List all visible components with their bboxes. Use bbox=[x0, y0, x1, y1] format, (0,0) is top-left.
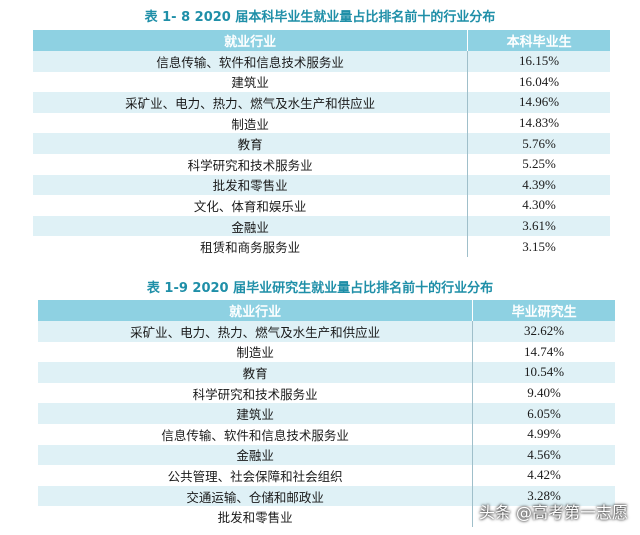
industry-cell: 制造业 bbox=[33, 112, 469, 134]
share-cell: 14.74% bbox=[472, 341, 615, 363]
industry-cell: 信息传输、软件和信息技术服务业 bbox=[38, 423, 474, 445]
share-cell: 5.25% bbox=[467, 153, 610, 175]
share-cell: 4.30% bbox=[467, 195, 610, 216]
industry-cell: 教育 bbox=[38, 362, 474, 383]
industry-cell: 租赁和商务服务业 bbox=[33, 236, 469, 257]
industry-cell: 批发和零售业 bbox=[33, 174, 469, 196]
industry-cell: 交通运输、仓储和邮政业 bbox=[38, 485, 474, 507]
header-undergrad: 本科毕业生 bbox=[467, 30, 610, 51]
table-row: 公共管理、社会保障和社会组织 4.42% bbox=[38, 465, 615, 486]
industry-cell: 采矿业、电力、热力、燃气及水生产和供应业 bbox=[38, 321, 474, 342]
table-row: 教育 10.54% bbox=[38, 362, 615, 383]
share-cell: 16.04% bbox=[467, 71, 610, 93]
table-row: 交通运输、仓储和邮政业 3.28% bbox=[38, 485, 615, 507]
share-cell: 16.15% bbox=[467, 51, 610, 72]
share-cell bbox=[472, 506, 615, 527]
header-graduate: 毕业研究生 bbox=[472, 300, 615, 321]
table-row: 批发和零售业 4.39% bbox=[33, 174, 610, 196]
share-cell: 3.28% bbox=[472, 485, 615, 507]
table-row: 文化、体育和娱乐业 4.30% bbox=[33, 195, 610, 216]
share-cell: 4.99% bbox=[472, 423, 615, 445]
table-header-row: 就业行业 毕业研究生 bbox=[38, 300, 615, 321]
industry-cell: 建筑业 bbox=[33, 71, 469, 93]
table2-caption: 表 1-9 2020 届毕业研究生就业量占比排名前十的行业分布 bbox=[146, 281, 494, 296]
share-cell: 32.62% bbox=[472, 321, 615, 342]
table-row: 信息传输、软件和信息技术服务业 4.99% bbox=[38, 423, 615, 445]
share-cell: 5.76% bbox=[467, 133, 610, 154]
share-cell: 6.05% bbox=[472, 403, 615, 424]
share-cell: 4.56% bbox=[472, 444, 615, 466]
table2-body: 采矿业、电力、热力、燃气及水生产和供应业 32.62% 制造业 14.74% 教育 10.… bbox=[38, 321, 615, 527]
table-row: 信息传输、软件和信息技术服务业 16.15% bbox=[33, 51, 610, 72]
header-industry: 就业行业 bbox=[38, 300, 474, 321]
share-cell: 4.42% bbox=[472, 465, 615, 486]
industry-cell: 金融业 bbox=[38, 444, 474, 466]
industry-cell: 信息传输、软件和信息技术服务业 bbox=[33, 51, 469, 72]
table-header-row: 就业行业 本科毕业生 bbox=[33, 30, 610, 51]
share-cell: 3.61% bbox=[467, 215, 610, 237]
industry-cell: 采矿业、电力、热力、燃气及水生产和供应业 bbox=[33, 92, 469, 113]
share-cell: 3.15% bbox=[467, 236, 610, 257]
watermark-label: 头条 @高考第一志愿 bbox=[478, 503, 628, 522]
table-row: 教育 5.76% bbox=[33, 133, 610, 154]
table-row: 采矿业、电力、热力、燃气及水生产和供应业 32.62% bbox=[38, 321, 615, 342]
table-row: 科学研究和技术服务业 9.40% bbox=[38, 382, 615, 404]
table-row: 建筑业 16.04% bbox=[33, 71, 610, 93]
table1-caption: 表 1- 8 2020 届本科毕业生就业量占比排名前十的行业分布 bbox=[144, 10, 496, 25]
table-row: 金融业 4.56% bbox=[38, 444, 615, 466]
industry-cell: 金融业 bbox=[33, 215, 469, 237]
table1-body: 信息传输、软件和信息技术服务业 16.15% 建筑业 16.04% 采矿业、电力、热力、… bbox=[33, 51, 610, 257]
industry-cell: 建筑业 bbox=[38, 403, 474, 424]
table-row: 金融业 3.61% bbox=[33, 215, 610, 237]
table-row: 制造业 14.83% bbox=[33, 112, 610, 134]
share-cell: 9.40% bbox=[472, 382, 615, 404]
share-cell: 10.54% bbox=[472, 362, 615, 383]
graduate-industry-table: 就业行业 毕业研究生 采矿业、电力、热力、燃气及水生产和供应业 32.62% 制造业… bbox=[38, 300, 615, 527]
undergrad-industry-table: 就业行业 本科毕业生 信息传输、软件和信息技术服务业 16.15% 建筑业 16.04… bbox=[33, 30, 610, 257]
industry-cell: 科学研究和技术服务业 bbox=[33, 153, 469, 175]
industry-cell: 公共管理、社会保障和社会组织 bbox=[38, 465, 474, 486]
table-row: 科学研究和技术服务业 5.25% bbox=[33, 153, 610, 175]
header-industry: 就业行业 bbox=[33, 30, 469, 51]
industry-cell: 制造业 bbox=[38, 341, 474, 363]
table-row: 建筑业 6.05% bbox=[38, 403, 615, 424]
table-row: 租赁和商务服务业 3.15% bbox=[33, 236, 610, 257]
industry-cell: 教育 bbox=[33, 133, 469, 154]
industry-cell: 科学研究和技术服务业 bbox=[38, 382, 474, 404]
share-cell: 14.83% bbox=[467, 112, 610, 134]
table-row: 制造业 14.74% bbox=[38, 341, 615, 363]
industry-cell: 文化、体育和娱乐业 bbox=[33, 195, 469, 216]
table-row: 采矿业、电力、热力、燃气及水生产和供应业 14.96% bbox=[33, 92, 610, 113]
share-cell: 14.96% bbox=[467, 92, 610, 113]
share-cell: 4.39% bbox=[467, 174, 610, 196]
table-row: 批发和零售业 bbox=[38, 506, 615, 527]
industry-cell: 批发和零售业 bbox=[38, 506, 474, 527]
